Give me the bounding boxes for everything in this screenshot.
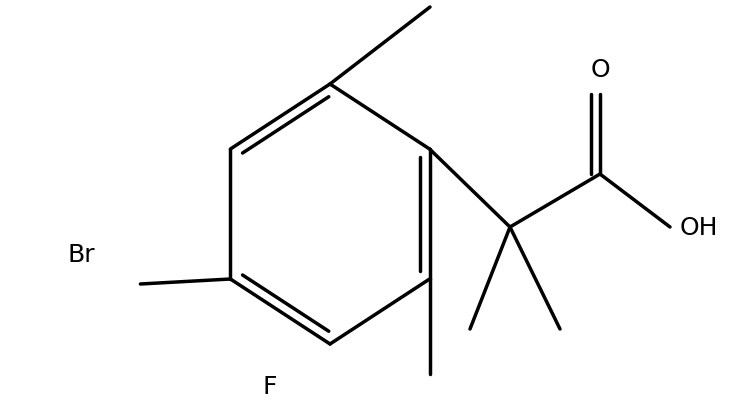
Text: Br: Br [67,243,95,266]
Text: O: O [590,58,610,82]
Text: F: F [263,374,278,398]
Text: OH: OH [680,216,719,239]
